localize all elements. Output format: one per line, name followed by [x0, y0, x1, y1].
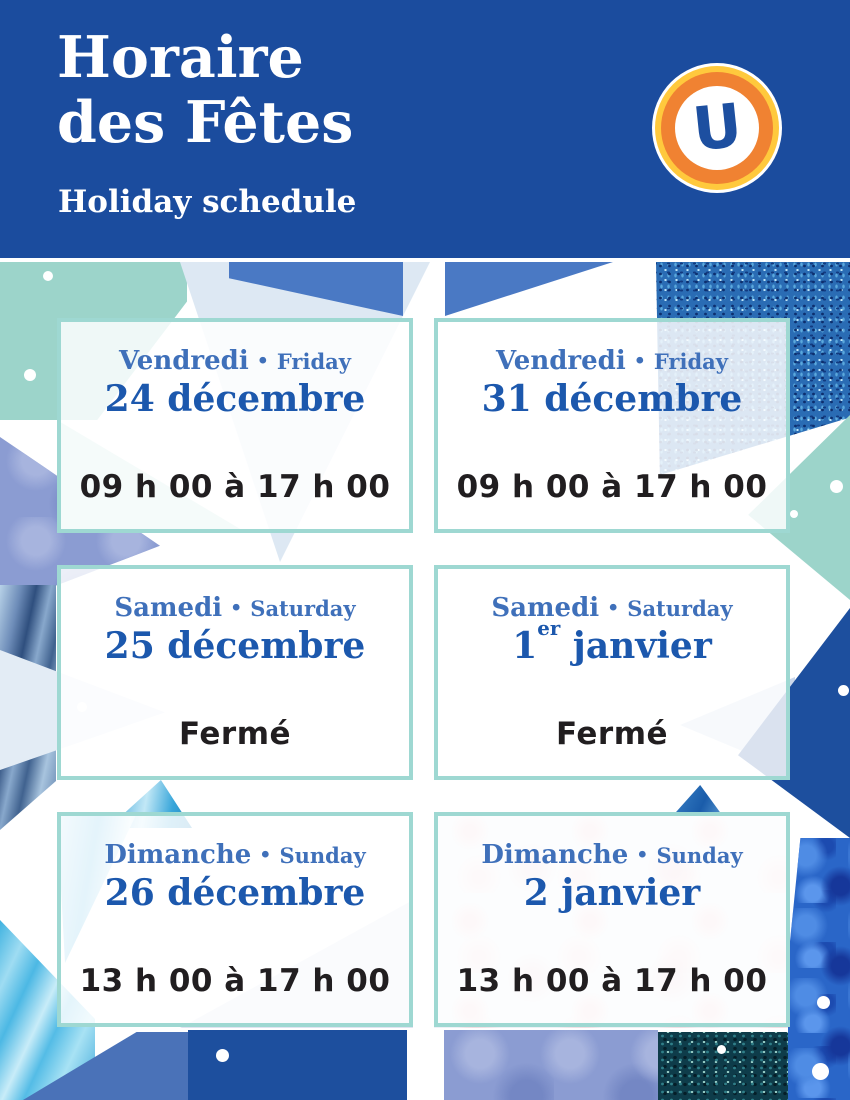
day-french: Samedi: [491, 593, 600, 623]
uniprix-logo: U: [652, 63, 782, 193]
schedule-card-dec25: Samedi • Saturday 25 décembre Fermé: [57, 565, 413, 780]
day-french: Dimanche: [481, 840, 629, 870]
bullet-separator: •: [230, 597, 243, 619]
hours-text: 09 h 00 à 17 h 00: [456, 469, 768, 505]
schedule-card-dec31: Vendredi • Friday 31 décembre 09 h 00 à 17…: [434, 318, 790, 533]
date-line: 31 décembre: [481, 377, 743, 420]
date-main: 1: [512, 624, 538, 667]
snow-dot: [838, 685, 849, 696]
date-main: 24 décembre: [104, 377, 366, 420]
date-line: 25 décembre: [104, 624, 366, 667]
day-french: Vendredi: [496, 346, 626, 376]
schedule-card-dec24: Vendredi • Friday 24 décembre 09 h 00 à 17…: [57, 318, 413, 533]
day-french: Dimanche: [104, 840, 252, 870]
bullet-separator: •: [259, 844, 272, 866]
bullet-separator: •: [636, 844, 649, 866]
bullet-separator: •: [607, 597, 620, 619]
schedule-card-jan2: Dimanche • Sunday 2 janvier 13 h 00 à 17 h…: [434, 812, 790, 1027]
snow-dot: [717, 1045, 726, 1054]
day-line: Dimanche • Sunday: [104, 841, 365, 870]
logo-center: U: [675, 86, 759, 170]
schedule-grid: Vendredi • Friday 24 décembre 09 h 00 à 17…: [57, 318, 790, 1027]
bullet-separator: •: [256, 350, 269, 372]
day-line: Samedi • Saturday: [114, 594, 355, 623]
bg-blue-triangle-right: [445, 262, 613, 316]
page-title: Horaire des Fêtes: [57, 24, 354, 156]
day-line: Vendredi • Friday: [119, 347, 351, 376]
day-french: Vendredi: [119, 346, 249, 376]
snow-dot: [817, 996, 830, 1009]
bg-blue-powder: [788, 838, 850, 1100]
bg-periwinkle-bottom: [444, 1030, 658, 1100]
day-line: Samedi • Saturday: [491, 594, 732, 623]
day-line: Vendredi • Friday: [496, 347, 728, 376]
snow-dot: [812, 1063, 829, 1080]
logo-letter-u: U: [689, 90, 745, 166]
date-line: 1er janvier: [512, 616, 712, 667]
hours-text: 09 h 00 à 17 h 00: [79, 469, 391, 505]
page-subtitle: Holiday schedule: [58, 184, 357, 220]
hours-text: 13 h 00 à 17 h 00: [456, 963, 768, 999]
day-english: Sunday: [279, 843, 366, 868]
date-line: 24 décembre: [104, 377, 366, 420]
day-french: Samedi: [114, 593, 223, 623]
bg-darkteal-crushed: [658, 1032, 790, 1100]
hours-text: Fermé: [555, 716, 669, 752]
date-main: 26 décembre: [104, 871, 366, 914]
day-line: Dimanche • Sunday: [481, 841, 742, 870]
schedule-card-dec26: Dimanche • Sunday 26 décembre 13 h 00 à 17…: [57, 812, 413, 1027]
hours-text: Fermé: [178, 716, 292, 752]
date-line: 2 janvier: [523, 871, 701, 914]
day-english: Friday: [276, 349, 351, 374]
bg-darkblue-bottom-rect: [188, 1030, 407, 1100]
title-line-1: Horaire: [57, 24, 304, 91]
snow-dot: [790, 510, 798, 518]
day-english: Saturday: [250, 596, 356, 621]
bullet-separator: •: [633, 350, 646, 372]
date-main: 31 décembre: [481, 377, 743, 420]
schedule-card-jan1: Samedi • Saturday 1er janvier Fermé: [434, 565, 790, 780]
date-tail: janvier: [560, 624, 712, 667]
day-english: Sunday: [656, 843, 743, 868]
hours-text: 13 h 00 à 17 h 00: [79, 963, 391, 999]
day-english: Friday: [653, 349, 728, 374]
day-english: Saturday: [627, 596, 733, 621]
title-line-2: des Fêtes: [57, 88, 354, 156]
snow-dot: [43, 271, 53, 281]
snow-dot: [216, 1049, 229, 1062]
date-main: 2 janvier: [523, 871, 701, 914]
date-superscript: er: [537, 615, 561, 640]
date-main: 25 décembre: [104, 624, 366, 667]
snow-dot: [24, 369, 36, 381]
snow-dot: [830, 480, 843, 493]
date-line: 26 décembre: [104, 871, 366, 914]
header: Horaire des Fêtes Holiday schedule U: [0, 0, 850, 258]
